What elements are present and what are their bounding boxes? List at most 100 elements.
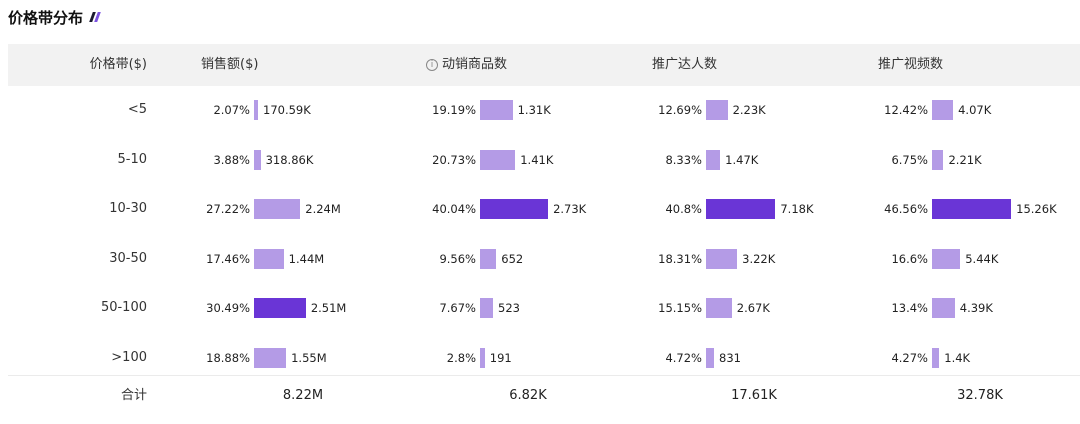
price-band-label: 30-50 — [109, 250, 147, 266]
table-row: 5-10 3.88% 318.86K 20.73% 1.41K 8.33% 1.47K 6.7… — [8, 140, 1080, 180]
influencers-bar — [706, 248, 738, 269]
sales-value: 2.24M — [305, 202, 341, 216]
videos-value: 4.07K — [958, 103, 992, 117]
videos-cell: 6.75% 2.21K — [868, 140, 1080, 180]
videos-cell: 4.27% 1.4K — [868, 338, 1080, 378]
table-header: 价格带($) 销售额($) i 动销商品数 推广达人数 推广视频数 — [8, 44, 1080, 86]
influencers-cell: 18.31% 3.22K — [642, 239, 862, 279]
header-products-label: 动销商品数 — [442, 57, 508, 72]
influencers-value: 2.23K — [732, 103, 766, 117]
price-band-label: 50-100 — [100, 300, 147, 315]
header-influencers: 推广达人数 — [652, 57, 718, 72]
videos-cell: 13.4% 4.39K — [868, 288, 1080, 328]
products-value: 652 — [501, 251, 524, 266]
influencers-bar — [706, 100, 728, 120]
videos-value: 5.44K — [965, 251, 999, 266]
influencers-bar — [706, 199, 776, 219]
influencers-percent: 40.8% — [665, 202, 702, 216]
videos-cell: 46.56% 15.26K — [868, 189, 1080, 229]
videos-cell: 12.42% 4.07K — [868, 90, 1080, 130]
sales-value: 170.59K — [263, 103, 311, 117]
price-band-label: 5-10 — [117, 151, 147, 167]
table-row: 30-50 17.46% 1.44M 9.56% 652 18.31% 3.22K 16.6%… — [8, 239, 1080, 279]
sales-bar — [254, 149, 261, 170]
videos-percent: 13.4% — [891, 301, 928, 315]
influencers-cell: 40.8% 7.18K — [642, 189, 862, 229]
sales-bar — [254, 100, 258, 120]
influencers-value: 1.47K — [725, 152, 759, 167]
influencers-cell: 4.72% 831 — [642, 338, 862, 378]
products-bar — [480, 149, 516, 170]
influencers-value: 2.67K — [736, 301, 770, 315]
products-cell: 20.73% 1.41K — [416, 140, 636, 180]
sales-percent: 3.88% — [213, 152, 250, 167]
sales-value: 318.86K — [265, 152, 314, 167]
section-title-row: 价格带分布 — [8, 6, 101, 28]
total-sales: 8.22M — [282, 388, 324, 403]
page-title: 价格带分布 — [8, 8, 84, 27]
title-decoration-icon — [89, 12, 101, 22]
products-cell: 7.67% 523 — [416, 288, 636, 328]
table-row: 10-30 27.22% 2.24M 40.04% 2.73K 40.8% 7.18K 46.… — [8, 189, 1080, 229]
products-bar — [480, 347, 485, 368]
sales-cell: 2.07% 170.59K — [190, 90, 410, 130]
sales-bar — [254, 248, 284, 269]
videos-bar — [932, 248, 961, 269]
sales-cell: 30.49% 2.51M — [190, 288, 410, 328]
sales-cell: 3.88% 318.86K — [190, 140, 410, 180]
products-cell: 40.04% 2.73K — [416, 189, 636, 229]
sales-percent: 27.22% — [206, 202, 250, 216]
products-value: 191 — [489, 350, 512, 365]
sales-cell: 17.46% 1.44M — [190, 239, 410, 279]
products-value: 2.73K — [553, 202, 587, 216]
videos-bar — [932, 100, 954, 120]
videos-value: 4.39K — [959, 301, 993, 315]
products-value: 1.31K — [517, 103, 551, 117]
videos-bar — [932, 347, 940, 368]
products-percent: 9.56% — [439, 251, 476, 266]
influencers-percent: 18.31% — [658, 251, 702, 266]
products-cell: 2.8% 191 — [416, 338, 636, 378]
sales-value: 1.55M — [291, 350, 327, 365]
products-percent: 7.67% — [439, 301, 476, 315]
sales-value: 2.51M — [310, 301, 347, 315]
products-cell: 9.56% 652 — [416, 239, 636, 279]
videos-bar — [932, 298, 955, 318]
table-row: >100 18.88% 1.55M 2.8% 191 4.72% 831 4.27% 1.4K — [8, 338, 1080, 378]
products-bar — [480, 199, 549, 219]
info-icon[interactable]: i — [426, 59, 438, 71]
products-value: 1.41K — [520, 152, 554, 167]
influencers-bar — [706, 149, 721, 170]
sales-cell: 27.22% 2.24M — [190, 189, 410, 229]
videos-percent: 16.6% — [891, 251, 928, 266]
total-products: 6.82K — [509, 388, 547, 403]
sales-percent: 17.46% — [206, 251, 250, 266]
influencers-value: 7.18K — [780, 202, 814, 216]
videos-value: 1.4K — [944, 350, 971, 365]
header-products: i 动销商品数 — [426, 44, 507, 86]
videos-bar — [932, 199, 1012, 219]
price-band-label: 10-30 — [109, 201, 147, 216]
table-row: 50-100 30.49% 2.51M 7.67% 523 15.15% 2.67K 13.4… — [8, 288, 1080, 328]
products-bar — [480, 100, 513, 120]
influencers-cell: 12.69% 2.23K — [642, 90, 862, 130]
influencers-percent: 15.15% — [658, 301, 702, 315]
influencers-cell: 15.15% 2.67K — [642, 288, 862, 328]
videos-percent: 46.56% — [884, 202, 928, 216]
sales-bar — [254, 199, 301, 219]
sales-percent: 30.49% — [206, 301, 250, 315]
products-value: 523 — [498, 301, 520, 315]
influencers-percent: 4.72% — [665, 350, 702, 365]
totals-label: 合计 — [120, 388, 147, 403]
table-row: <5 2.07% 170.59K 19.19% 1.31K 12.69% 2.23K 12.4… — [8, 90, 1080, 130]
sales-percent: 18.88% — [206, 350, 250, 365]
products-percent: 40.04% — [432, 202, 476, 216]
sales-bar — [254, 347, 287, 368]
influencers-cell: 8.33% 1.47K — [642, 140, 862, 180]
header-price-band: 价格带($) — [89, 57, 147, 72]
products-bar — [480, 298, 494, 318]
videos-value: 2.21K — [948, 152, 982, 167]
influencers-percent: 8.33% — [665, 152, 702, 167]
price-band-label: >100 — [111, 349, 147, 365]
sales-value: 1.44M — [288, 251, 325, 266]
